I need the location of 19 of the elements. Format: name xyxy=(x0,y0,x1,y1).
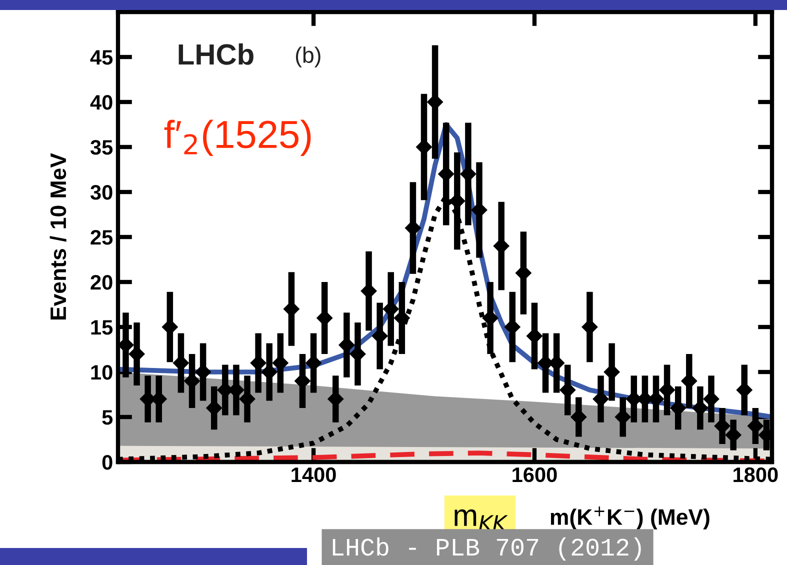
y-tick-label: 10 xyxy=(91,365,112,380)
x-tick-label: 1800 xyxy=(734,467,778,482)
y-tick-label: 15 xyxy=(91,320,113,335)
y-tick-label: 45 xyxy=(90,50,113,65)
text: LHCb - PLB 707 (2012) xyxy=(332,537,641,561)
x-tick-label: 1600 xyxy=(512,467,557,482)
y-tick-label: 0 xyxy=(102,455,112,470)
y-tick-label: 40 xyxy=(90,95,112,110)
y-axis-title: Events / 10 MeV xyxy=(50,153,66,320)
annotation: (b) xyxy=(296,46,320,68)
y-tick-label: 30 xyxy=(90,185,112,200)
y-tick-label: 35 xyxy=(90,140,113,155)
y-tick-label: 25 xyxy=(90,230,113,245)
annotation: f′$_{2}$(1525) xyxy=(164,120,311,156)
y-tick-label: 20 xyxy=(90,275,112,290)
x-tick-label: 1400 xyxy=(292,467,336,482)
annotation: LHCb xyxy=(178,43,254,65)
y-tick-label: 5 xyxy=(102,410,113,425)
x-axis-title: m(K$^{+}$K$^{−}$) (MeV) xyxy=(550,506,710,530)
